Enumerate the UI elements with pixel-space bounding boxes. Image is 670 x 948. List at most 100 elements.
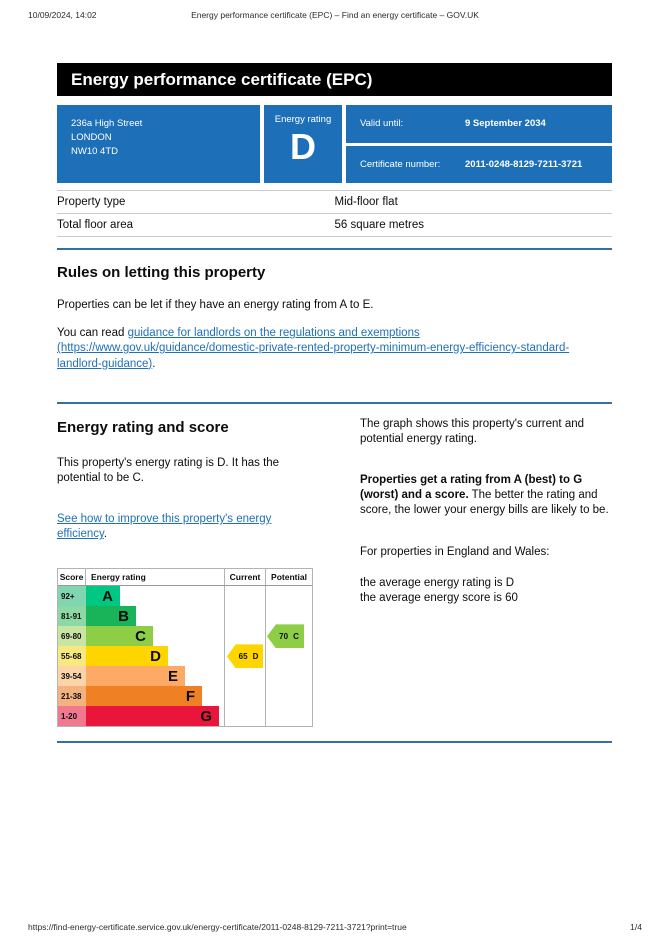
section-divider (57, 401, 612, 404)
band-bar-area-C: C (86, 626, 224, 647)
band-bar-area-E: E (86, 666, 224, 687)
chart-current-header: Current (224, 569, 265, 586)
average-score-line: the average energy score is 60 (360, 591, 518, 604)
rating-explainer-rest: The better the rating and score, the low… (360, 489, 609, 517)
band-bar-A: A (86, 586, 120, 607)
certificate-number-row: Certificate number: 2011-0248-8129-7211-… (346, 145, 612, 183)
certificate-number-label: Certificate number: (360, 158, 441, 170)
average-rating-line: the average energy rating is D (360, 576, 515, 589)
print-datetime: 10/09/2024, 14:02 (28, 10, 97, 20)
table-row: Property type Mid-floor flat (57, 191, 612, 214)
current-rating-arrow: 65 D (227, 644, 263, 669)
property-address: 236a High Street LONDON NW10 4TD (57, 105, 260, 183)
band-score-F: 21-38 (58, 686, 86, 707)
potential-letter: C (293, 631, 299, 641)
band-score-G: 1-20 (58, 706, 86, 727)
band-letter-G: G (200, 707, 212, 725)
current-column-cell (224, 606, 265, 627)
validity-box: Valid until: 9 September 2034 Certificat… (346, 105, 612, 183)
valid-until-row: Valid until: 9 September 2034 (346, 105, 612, 143)
band-row-G: 1-20 G (58, 706, 312, 727)
england-wales-intro: For properties in England and Wales: (360, 545, 550, 558)
table-row: Total floor area 56 square metres (57, 214, 612, 237)
potential-column-cell (265, 586, 312, 607)
chart-rating-header: Energy rating (91, 572, 146, 583)
band-letter-F: F (185, 687, 195, 705)
address-line-2: LONDON (71, 131, 112, 143)
rating-summary-paragraph: This property's energy rating is D. It h… (57, 456, 280, 484)
rules-guidance-paragraph: You can read guidance for landlords on t… (57, 326, 612, 372)
band-letter-C: C (135, 627, 146, 645)
graph-description-paragraph: The graph shows this property's current … (360, 417, 585, 445)
band-bar-area-B: B (86, 606, 224, 627)
band-score-D: 55-68 (58, 646, 86, 667)
current-column-cell: 65 D (224, 644, 265, 669)
band-score-E: 39-54 (58, 666, 86, 687)
property-type-label: Property type (57, 196, 126, 208)
band-bar-area-D: D (86, 646, 224, 667)
energy-rating-box: Energy rating D (264, 105, 342, 183)
property-type-value: Mid-floor flat (334, 196, 398, 208)
epc-chart-rows: 92+ A 81-91 B 69-80 C 70 C 55-68 D 65 D 39-54 E 21-38 F… (58, 586, 312, 727)
improve-efficiency-link[interactable]: See how to improve this property's energ… (57, 513, 272, 541)
rating-section-heading: Energy rating and score (57, 418, 229, 436)
band-bar-D: D (86, 646, 168, 667)
band-bar-area-G: G (86, 706, 224, 727)
certificate-number-value: 2011-0248-8129-7211-3721 (465, 158, 583, 170)
potential-score: 70 (279, 631, 289, 641)
print-footer-url: https://find-energy-certificate.service.… (28, 922, 407, 932)
potential-column-cell: 70 C (265, 624, 312, 649)
chart-score-header: Score (58, 569, 86, 586)
epc-chart: Score Energy rating Current Potential 92… (57, 568, 313, 728)
rules-paragraph: Properties can be let if they have an en… (57, 299, 374, 311)
current-column-cell (224, 626, 265, 647)
rating-section-right: The graph shows this property's current … (360, 417, 612, 728)
floor-area-value: 56 square metres (334, 219, 425, 231)
landlord-guidance-link[interactable]: guidance for landlords on the regulation… (57, 327, 570, 370)
rules-guidance-suffix: . (152, 357, 156, 370)
rating-explainer-bold: Properties get a rating from A (best) to… (360, 474, 583, 502)
band-bar-F: F (86, 686, 202, 707)
energy-rating-label: Energy rating (274, 114, 332, 125)
band-letter-A: A (102, 587, 113, 605)
rating-section: Energy rating and score This property's … (57, 417, 612, 728)
certificate-content: Energy performance certificate (EPC) 236… (57, 63, 612, 744)
current-column-cell (224, 706, 265, 727)
potential-rating-arrow: 70 C (267, 624, 304, 649)
improve-suffix: . (103, 528, 108, 541)
band-bar-area-F: F (86, 686, 224, 707)
average-stats: the average energy rating is D the averag… (360, 576, 612, 606)
potential-column-cell (265, 666, 312, 687)
band-bar-G: G (86, 706, 219, 727)
band-row-F: 21-38 F (58, 686, 312, 707)
print-footer: https://find-energy-certificate.service.… (28, 922, 642, 932)
band-bar-area-A: A (86, 586, 224, 607)
potential-column-cell (265, 606, 312, 627)
valid-until-label: Valid until: (360, 118, 404, 130)
address-line-1: 236a High Street (71, 118, 143, 129)
epc-chart-header: Score Energy rating Current Potential (58, 569, 312, 587)
current-column-cell (224, 666, 265, 687)
property-facts-table: Property type Mid-floor flat Total floor… (57, 190, 612, 237)
certificate-summary: 236a High Street LONDON NW10 4TD Energy … (57, 105, 612, 183)
section-divider (57, 741, 612, 744)
epc-banner-title: Energy performance certificate (EPC) (57, 63, 612, 96)
improve-paragraph: See how to improve this property's energ… (57, 512, 302, 542)
address-line-3: NW10 4TD (71, 145, 118, 157)
band-row-B: 81-91 B (58, 606, 312, 627)
band-letter-B: B (118, 607, 129, 625)
section-divider (57, 248, 612, 250)
band-bar-C: C (86, 626, 153, 647)
band-row-A: 92+ A (58, 586, 312, 607)
chart-potential-header: Potential (265, 569, 312, 586)
current-column-cell (224, 686, 265, 707)
band-letter-D: D (150, 647, 161, 665)
band-row-C: 69-80 C 70 C (58, 624, 312, 649)
band-bar-B: B (86, 606, 136, 627)
band-bar-E: E (86, 666, 185, 687)
rules-section-heading: Rules on letting this property (57, 264, 266, 281)
band-score-C: 69-80 (58, 626, 86, 647)
rules-guidance-prefix: You can read (57, 327, 128, 340)
potential-column-cell (265, 646, 312, 667)
